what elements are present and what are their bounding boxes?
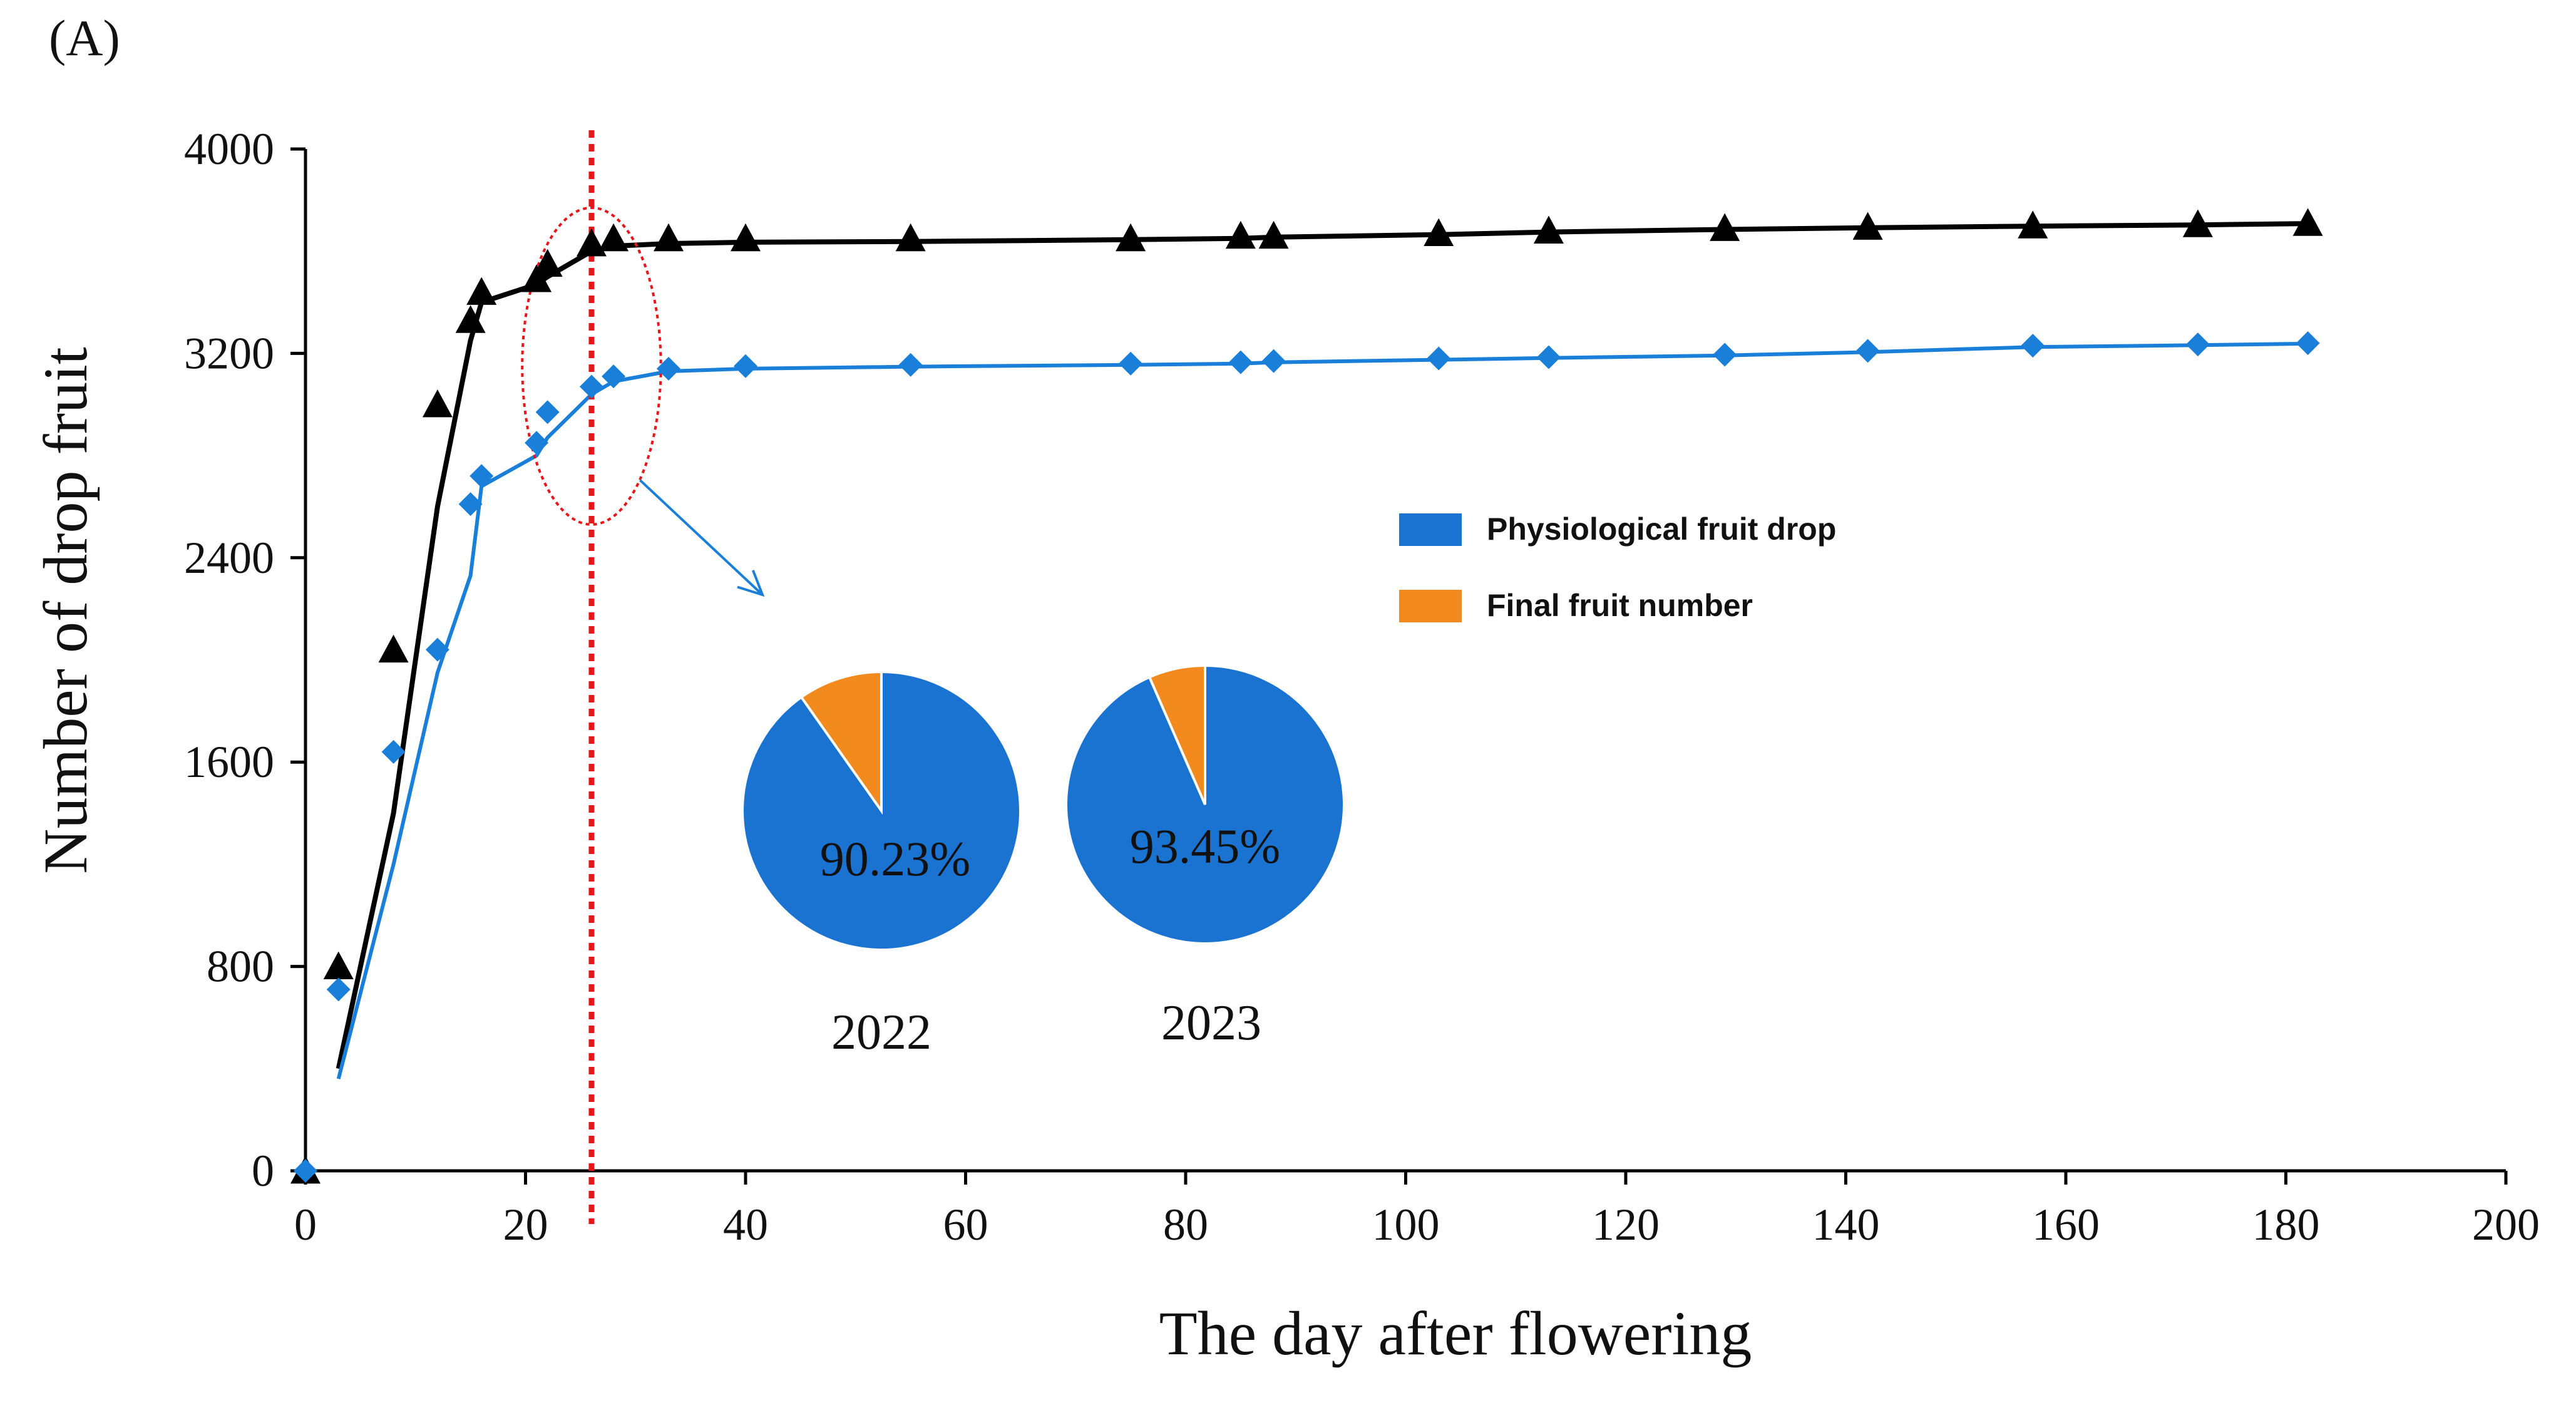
callout-arrow-head [737, 570, 765, 597]
point-2022 [425, 637, 449, 662]
point-2023 [2018, 210, 2048, 239]
y-tick-label: 1600 [184, 737, 274, 787]
point-2023 [422, 389, 453, 418]
point-2022 [579, 374, 603, 399]
point-2023 [455, 305, 486, 333]
point-2023 [2182, 209, 2213, 237]
legend-label: Physiological fruit drop [1487, 512, 1836, 547]
point-2023 [532, 249, 563, 277]
y-tick-label: 4000 [184, 124, 274, 174]
point-2022 [1119, 351, 1143, 376]
pie-slice [799, 670, 883, 815]
point-2022 [734, 354, 757, 378]
point-2022 [458, 492, 483, 517]
point-2022 [1427, 346, 1451, 371]
point-2022 [1228, 350, 1253, 374]
y-axis-title: Number of drop fruit [31, 347, 100, 874]
legend-label: Final fruit number [1487, 588, 1753, 623]
point-2022 [470, 464, 494, 488]
point-2023 [1116, 223, 1146, 252]
point-2023 [576, 228, 607, 257]
point-2023 [521, 264, 552, 292]
point-2023 [598, 223, 629, 252]
pie-percent-label: 93.45% [1130, 819, 1280, 873]
legend-swatch [1399, 590, 1462, 622]
point-2023 [1852, 212, 1883, 240]
legend: Physiological fruit drop Final fruit numb… [1399, 512, 1836, 623]
point-2022 [294, 1159, 317, 1183]
y-tick-label: 2400 [184, 533, 274, 583]
point-2023 [378, 634, 409, 663]
point-2022 [381, 739, 406, 764]
point-2022 [656, 356, 680, 381]
pie-year-label: 2022 [831, 1005, 931, 1060]
pie-slice [741, 670, 1022, 951]
point-2022 [1855, 339, 1880, 363]
series-fit-line-2022 [336, 341, 2308, 1079]
pie-year-label: 2023 [1161, 996, 1261, 1051]
x-tick-label: 160 [2032, 1200, 2100, 1250]
x-tick-label: 180 [2252, 1200, 2320, 1250]
point-2023 [895, 223, 926, 252]
point-2023 [2292, 208, 2323, 236]
y-tick-label: 3200 [184, 328, 274, 378]
point-2023 [1225, 220, 1256, 249]
point-2022 [2185, 332, 2210, 357]
x-axis-title: The day after flowering [1159, 1299, 1752, 1368]
point-2022 [2296, 331, 2320, 356]
point-2023 [323, 951, 354, 979]
x-tick-label: 80 [1163, 1200, 1208, 1250]
point-2023 [1710, 213, 1740, 241]
point-2022 [1536, 345, 1561, 369]
x-tick-label: 100 [1372, 1200, 1440, 1250]
point-2023 [466, 277, 497, 305]
point-2023 [1424, 218, 1454, 247]
pie-percent-label: 90.23% [820, 831, 970, 886]
plot-marks [290, 130, 2323, 1224]
point-2022 [326, 977, 351, 1002]
inset-pies: 90.23% 2022 93.45% 2023 [741, 664, 1346, 1060]
point-2022 [898, 352, 923, 377]
x-tick-label: 200 [2472, 1200, 2540, 1250]
y-tick-label: 0 [252, 1146, 274, 1196]
y-tick-label: 800 [207, 942, 274, 992]
axes: 0 20 40 60 80 100 120 140 160 180 200 0 800 1600 2400 3… [184, 124, 2540, 1250]
x-tick-label: 20 [503, 1200, 548, 1250]
x-tick-label: 40 [723, 1200, 768, 1250]
x-tick-label: 0 [294, 1200, 317, 1250]
x-tick-label: 60 [943, 1200, 988, 1250]
point-2023 [1533, 215, 1564, 244]
panel-label: (A) [49, 9, 120, 66]
callout-arrow-line [639, 479, 764, 596]
point-2022 [602, 364, 626, 389]
x-tick-label: 120 [1592, 1200, 1660, 1250]
pie-slice [1147, 664, 1206, 805]
point-2023 [653, 223, 684, 252]
point-2022 [525, 431, 549, 455]
point-2023 [1258, 220, 1289, 249]
x-tick-label: 140 [1812, 1200, 1880, 1250]
point-2022 [1713, 342, 1737, 367]
series-fit-line-2023 [336, 221, 2308, 1069]
point-2023 [731, 223, 761, 252]
point-2022 [535, 400, 560, 424]
point-2022 [2021, 334, 2045, 358]
point-2022 [1261, 349, 1286, 373]
legend-swatch [1399, 513, 1462, 546]
